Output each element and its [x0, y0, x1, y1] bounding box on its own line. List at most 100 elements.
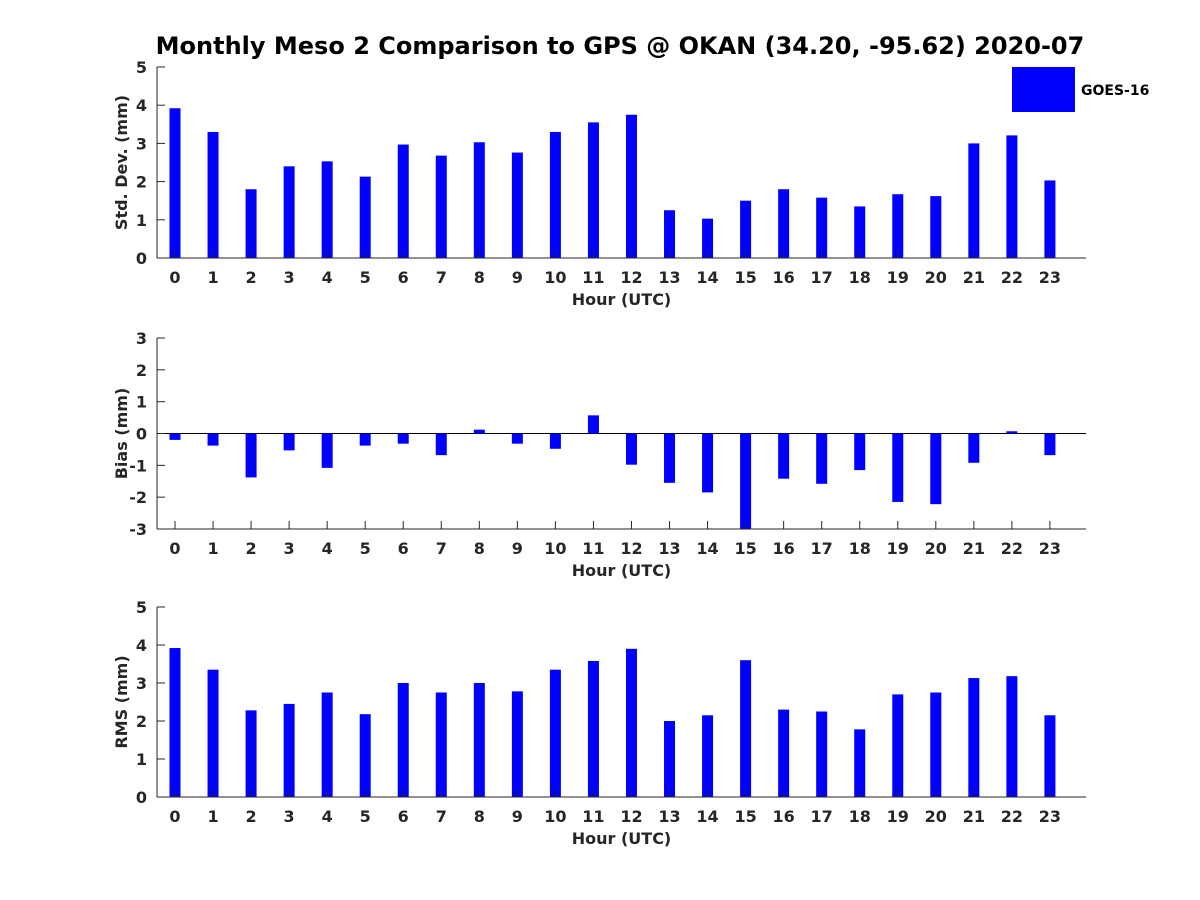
- bar-stddev-hour-9: [511, 152, 523, 258]
- bar-stddev-hour-7: [435, 155, 447, 258]
- bar-rms-hour-4: [321, 692, 333, 797]
- x-tick-label: 2: [246, 807, 257, 826]
- x-tick-label: 0: [169, 268, 180, 287]
- y-tick-label: -3: [129, 520, 147, 539]
- x-axis-title: Hour (UTC): [572, 829, 672, 848]
- x-tick-label: 17: [811, 807, 833, 826]
- bar-stddev-hour-2: [245, 189, 257, 258]
- x-tick-label: 10: [544, 268, 566, 287]
- bar-bias-hour-2: [245, 433, 257, 478]
- x-tick-label: 18: [849, 807, 871, 826]
- x-tick-label: 15: [734, 539, 756, 558]
- bar-stddev-hour-1: [207, 131, 219, 258]
- bar-rms-hour-11: [587, 660, 599, 797]
- bar-rms-hour-10: [549, 669, 561, 797]
- y-axis-title: Std. Dev. (mm): [112, 95, 131, 230]
- x-tick-label: 0: [169, 807, 180, 826]
- bar-rms-hour-2: [245, 710, 257, 797]
- bar-rms-hour-0: [169, 648, 181, 797]
- x-tick-label: 22: [1001, 268, 1023, 287]
- bar-stddev-hour-15: [740, 200, 752, 258]
- bar-bias-hour-6: [397, 433, 409, 444]
- x-tick-label: 5: [360, 539, 371, 558]
- x-tick-label: 12: [620, 807, 642, 826]
- bar-stddev-hour-4: [321, 161, 333, 258]
- x-tick-label: 2: [246, 539, 257, 558]
- bar-stddev-hour-19: [892, 194, 904, 258]
- x-tick-label: 4: [322, 539, 333, 558]
- bar-bias-hour-23: [1044, 433, 1056, 456]
- x-tick-label: 15: [734, 268, 756, 287]
- x-tick-label: 17: [811, 539, 833, 558]
- chart-title: Monthly Meso 2 Comparison to GPS @ OKAN …: [156, 32, 1085, 60]
- x-tick-label: 23: [1039, 807, 1061, 826]
- bar-rms-hour-19: [892, 694, 904, 797]
- bar-bias-hour-4: [321, 433, 333, 468]
- y-tick-label: -1: [129, 456, 147, 475]
- bar-stddev-hour-18: [854, 206, 866, 258]
- bar-rms-hour-8: [473, 683, 485, 797]
- x-tick-label: 2: [246, 268, 257, 287]
- x-tick-label: 22: [1001, 539, 1023, 558]
- x-tick-label: 23: [1039, 539, 1061, 558]
- bar-rms-hour-21: [968, 678, 980, 797]
- x-tick-label: 9: [512, 539, 523, 558]
- bar-bias-hour-10: [549, 433, 561, 449]
- x-tick-label: 9: [512, 807, 523, 826]
- x-tick-label: 19: [887, 539, 909, 558]
- y-tick-label: 1: [136, 211, 147, 230]
- bar-bias-hour-9: [511, 433, 523, 444]
- x-tick-label: 15: [734, 807, 756, 826]
- x-tick-label: 8: [474, 539, 485, 558]
- bar-rms-hour-14: [702, 715, 714, 797]
- bar-stddev-hour-13: [664, 210, 676, 258]
- x-tick-label: 17: [811, 268, 833, 287]
- bar-stddev-hour-22: [1006, 135, 1018, 258]
- y-tick-label: 2: [136, 361, 147, 380]
- bar-bias-hour-5: [359, 433, 371, 446]
- bar-stddev-hour-12: [625, 114, 637, 258]
- x-tick-label: 1: [207, 807, 218, 826]
- y-tick-label: 5: [136, 58, 147, 77]
- bar-bias-hour-14: [702, 433, 714, 493]
- bar-rms-hour-15: [740, 660, 752, 797]
- bar-bias-hour-15: [740, 433, 752, 529]
- x-tick-label: 10: [544, 539, 566, 558]
- x-tick-label: 16: [773, 807, 795, 826]
- x-tick-label: 8: [474, 268, 485, 287]
- bar-stddev-hour-17: [816, 197, 828, 258]
- x-axis-title: Hour (UTC): [572, 290, 672, 309]
- bar-bias-hour-7: [435, 433, 447, 456]
- x-axis-title: Hour (UTC): [572, 561, 672, 580]
- bar-bias-hour-3: [283, 433, 295, 451]
- x-tick-label: 0: [169, 539, 180, 558]
- bar-stddev-hour-5: [359, 176, 371, 258]
- y-tick-label: 2: [136, 173, 147, 192]
- bar-rms-hour-5: [359, 714, 371, 797]
- x-tick-label: 4: [322, 268, 333, 287]
- x-tick-label: 3: [284, 268, 295, 287]
- y-tick-label: 3: [136, 674, 147, 693]
- bar-stddev-hour-14: [702, 218, 714, 258]
- x-tick-label: 20: [925, 268, 947, 287]
- y-tick-label: 4: [136, 96, 147, 115]
- legend-swatch: [1012, 67, 1075, 112]
- x-tick-label: 14: [696, 268, 718, 287]
- x-tick-label: 19: [887, 268, 909, 287]
- bar-rms-hour-12: [625, 648, 637, 797]
- bar-bias-hour-16: [778, 433, 790, 479]
- y-axis-title: Bias (mm): [112, 388, 131, 480]
- y-tick-label: 0: [136, 425, 147, 444]
- bar-rms-hour-23: [1044, 715, 1056, 797]
- x-tick-label: 12: [620, 268, 642, 287]
- bar-stddev-hour-23: [1044, 180, 1056, 258]
- x-tick-label: 6: [398, 268, 409, 287]
- bar-stddev-hour-8: [473, 142, 485, 258]
- x-tick-label: 12: [620, 539, 642, 558]
- x-tick-label: 5: [360, 807, 371, 826]
- x-tick-label: 20: [925, 807, 947, 826]
